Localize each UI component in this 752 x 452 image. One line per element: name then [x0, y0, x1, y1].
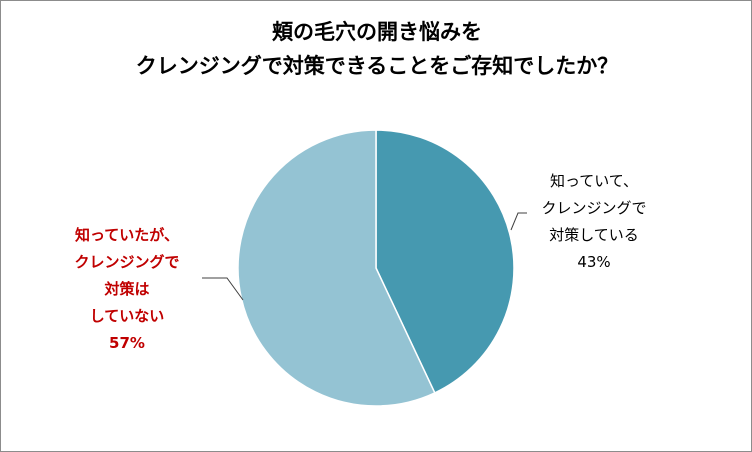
slice-value-label-1: 43%: [577, 253, 610, 271]
chart-title: 頬の毛穴の開き悩みを クレンジングで対策できることをご存知でしたか？: [1, 15, 752, 83]
slice-label-2-line-2: クレンジングで: [74, 253, 179, 271]
leader-line-1: [510, 212, 527, 231]
slice-label-1-line-2: クレンジングで: [541, 199, 646, 217]
slice-label-1-line-3: 対策している: [549, 226, 639, 244]
slice-label-2-line-1: 知っていたが、: [75, 226, 179, 244]
slice-value-label-2: 57%: [109, 334, 145, 352]
pie-slice-1: [375, 129, 515, 394]
slice-label-2-line-3: 対策は: [103, 280, 149, 298]
chart-title-line-2: クレンジングで対策できることをご存知でしたか？: [135, 54, 619, 78]
leader-line-2: [202, 277, 244, 301]
chart-title-line-1: 頬の毛穴の開き悩みを: [272, 20, 482, 44]
slice-label-2-line-4: していない: [90, 307, 165, 325]
slice-label-1-line-1: 知っていて、: [550, 172, 638, 190]
